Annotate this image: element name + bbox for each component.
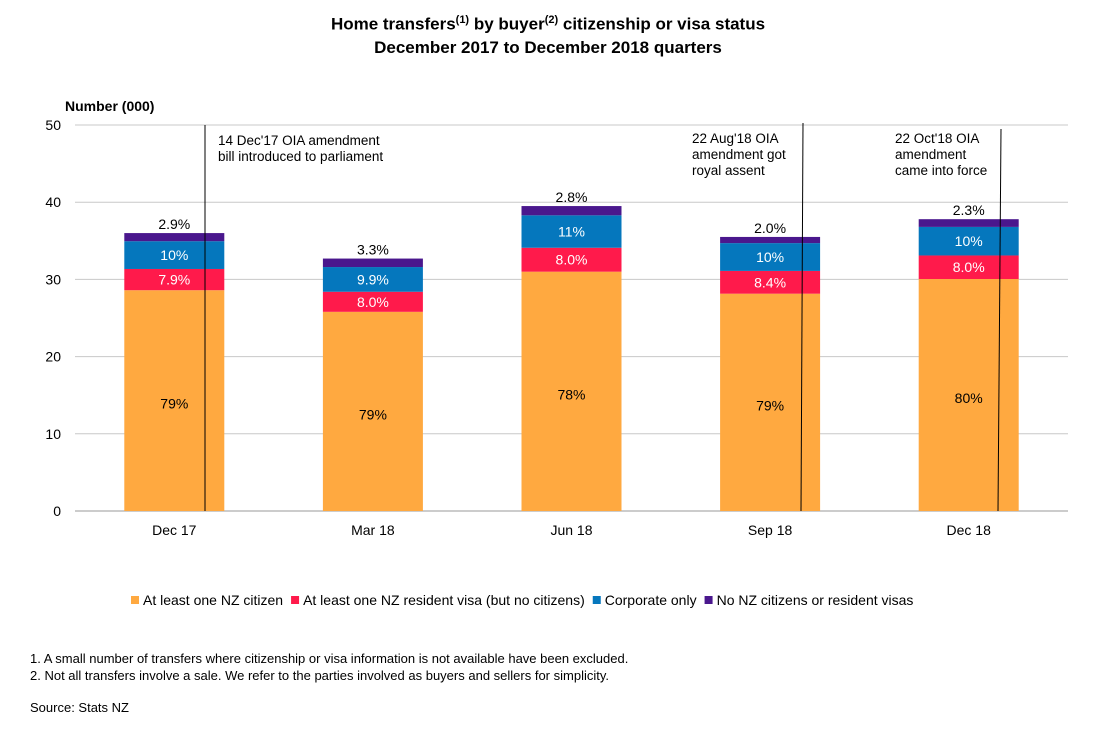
legend-label: At least one NZ resident visa (but no ci…	[303, 592, 585, 608]
data-label: 78%	[557, 386, 585, 402]
legend-swatch	[704, 596, 713, 604]
x-tick-label: Sep 18	[748, 522, 793, 538]
data-label: 79%	[359, 406, 387, 422]
bar-segment	[124, 290, 225, 511]
footnote-1: 1. A small number of transfers where cit…	[30, 651, 629, 666]
data-label: 10%	[756, 249, 784, 265]
data-label: 2.8%	[556, 189, 588, 205]
chart-subtitle: December 2017 to December 2018 quarters	[374, 38, 722, 57]
bar-segment	[322, 258, 423, 268]
data-label: 2.0%	[754, 220, 786, 236]
bar-segment	[720, 236, 821, 244]
y-tick-label: 20	[45, 349, 61, 365]
bar-segment	[720, 293, 821, 511]
data-label: 2.9%	[158, 216, 190, 232]
data-label: 79%	[756, 397, 784, 413]
bar-segment	[918, 219, 1019, 227]
bar-segment	[521, 271, 622, 511]
annotation-text: bill introduced to parliament	[218, 149, 383, 164]
bar-segment	[918, 279, 1019, 511]
bar-segment	[918, 255, 1019, 280]
annotation-text: came into force	[895, 163, 987, 178]
y-tick-label: 10	[45, 426, 61, 442]
x-tick-label: Jun 18	[550, 522, 592, 538]
data-label: 8.0%	[357, 294, 389, 310]
data-label: 8.0%	[953, 259, 985, 275]
x-tick-label: Dec 18	[947, 522, 992, 538]
x-tick-label: Mar 18	[351, 522, 395, 538]
data-label: 2.3%	[953, 202, 985, 218]
source: Source: Stats NZ	[30, 700, 129, 715]
y-tick-label: 30	[45, 271, 61, 287]
y-tick-label: 40	[45, 194, 61, 210]
bar-segment	[124, 268, 225, 291]
data-label: 7.9%	[158, 272, 190, 288]
legend-swatch	[291, 596, 300, 604]
title-part: by buyer	[469, 14, 545, 34]
title-part: Home transfers	[330, 14, 456, 34]
y-axis-label: Number (000)	[65, 98, 154, 114]
data-label: 79%	[160, 396, 188, 412]
bar-segment	[322, 267, 423, 292]
bar-segment	[521, 206, 622, 216]
y-tick-label: 50	[45, 117, 61, 133]
data-label: 11%	[558, 224, 585, 240]
annotation-text: amendment got	[692, 147, 786, 162]
bar-segment	[322, 291, 423, 312]
annotation-text: 22 Aug'18 OIA	[692, 131, 779, 146]
annotation-text: 14 Dec'17 OIA amendment	[218, 133, 380, 148]
legend-label: At least one NZ citizen	[143, 592, 283, 608]
legend-swatch	[131, 596, 139, 604]
annotation-text: amendment	[895, 147, 967, 162]
legend-label: No NZ citizens or resident visas	[717, 592, 914, 608]
title-footnote-ref: (1)	[455, 14, 470, 26]
bar-segment	[720, 243, 821, 271]
data-label: 8.4%	[754, 274, 786, 290]
bar-segment	[521, 215, 622, 248]
annotation-line	[800, 122, 804, 512]
bar-segment	[918, 226, 1019, 256]
bar-segment	[124, 241, 225, 269]
footnote-2: 2. Not all transfers involve a sale. We …	[30, 668, 609, 683]
data-label: 80%	[955, 390, 983, 406]
bar-segment	[322, 311, 423, 511]
title-part: citizenship or visa status	[558, 14, 766, 34]
y-tick-label: 0	[53, 503, 61, 519]
data-label: 10%	[160, 247, 188, 263]
title-footnote-ref: (2)	[544, 14, 559, 26]
bar-segment	[124, 233, 225, 242]
legend-label: Corporate only	[605, 592, 697, 608]
x-tick-label: Dec 17	[152, 522, 197, 538]
chart-title: Home transfers(1) by buyer(2) citizenshi…	[0, 14, 1096, 35]
data-label: 9.9%	[357, 271, 389, 287]
data-label: 8.0%	[556, 252, 588, 268]
data-label: 3.3%	[357, 242, 389, 258]
annotation-line	[997, 128, 1002, 512]
annotation-text: 22 Oct'18 OIA	[895, 131, 979, 146]
legend-swatch	[592, 596, 601, 604]
bar-segment	[720, 270, 821, 294]
bar-segment	[521, 247, 622, 272]
data-label: 10%	[955, 233, 983, 249]
annotation-text: royal assent	[692, 163, 765, 178]
